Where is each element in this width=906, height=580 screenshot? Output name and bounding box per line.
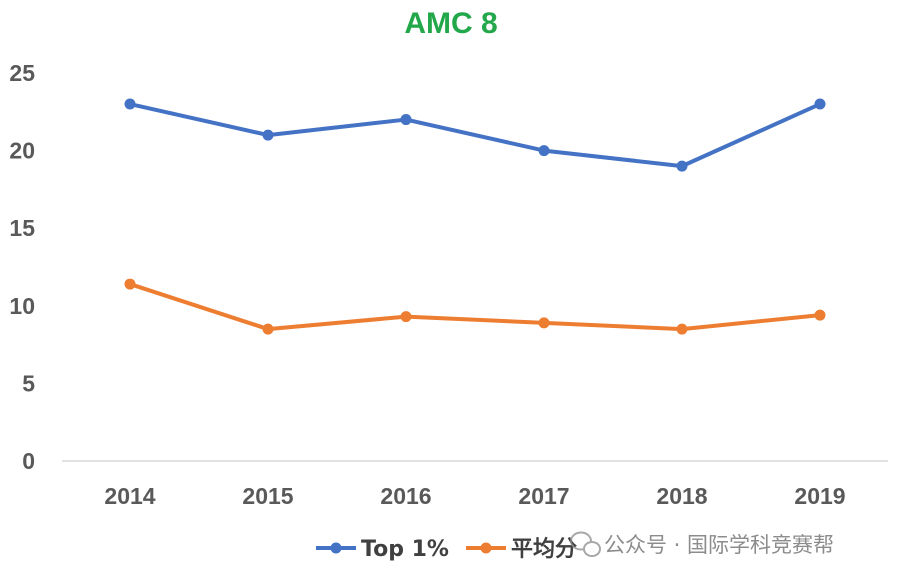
y-tick-label: 0 bbox=[22, 448, 35, 474]
series-line bbox=[128, 102, 822, 169]
data-point bbox=[400, 114, 412, 126]
x-tick-label: 2015 bbox=[242, 483, 293, 509]
x-tick-label: 2019 bbox=[794, 483, 845, 509]
series-average bbox=[124, 278, 826, 335]
chart-title: AMC 8 bbox=[404, 7, 497, 40]
legend-item: Top 1% bbox=[316, 537, 449, 562]
y-tick-label: 25 bbox=[9, 60, 35, 86]
data-point bbox=[676, 323, 688, 335]
x-tick-label: 2016 bbox=[380, 483, 431, 509]
legend-label: 平均分 bbox=[511, 536, 577, 562]
series-line bbox=[128, 282, 822, 332]
data-point bbox=[400, 311, 412, 323]
series-top-1-percent bbox=[124, 98, 826, 172]
y-tick-label: 10 bbox=[9, 293, 35, 319]
data-point bbox=[676, 160, 688, 172]
legend-marker bbox=[480, 542, 492, 554]
legend-marker bbox=[330, 542, 342, 554]
y-tick-label: 20 bbox=[9, 138, 35, 164]
legend-item: 平均分 bbox=[466, 536, 577, 562]
data-point bbox=[538, 145, 550, 157]
data-point bbox=[814, 98, 826, 110]
y-tick-label: 15 bbox=[9, 215, 35, 241]
data-point bbox=[538, 317, 550, 329]
legend: Top 1% 平均分 bbox=[316, 536, 577, 562]
data-point bbox=[262, 323, 274, 335]
x-tick-label: 2017 bbox=[518, 483, 569, 509]
watermark-text: 公众号 · 国际学科竞赛帮 bbox=[604, 533, 834, 557]
x-tick-label: 2014 bbox=[104, 483, 155, 509]
y-tick-label: 5 bbox=[22, 370, 35, 396]
x-tick-label: 2018 bbox=[656, 483, 707, 509]
legend-label: Top 1% bbox=[361, 537, 449, 562]
data-point bbox=[124, 98, 136, 110]
watermark: 公众号 · 国际学科竞赛帮 bbox=[570, 531, 834, 557]
data-point bbox=[814, 309, 826, 321]
data-point bbox=[262, 129, 274, 141]
data-point bbox=[124, 278, 136, 290]
axes: 0 5 10 15 20 25 2014 2015 2016 2017 2018 2019 bbox=[9, 60, 888, 509]
wechat-icon bbox=[570, 531, 601, 557]
plot-area bbox=[124, 98, 826, 335]
